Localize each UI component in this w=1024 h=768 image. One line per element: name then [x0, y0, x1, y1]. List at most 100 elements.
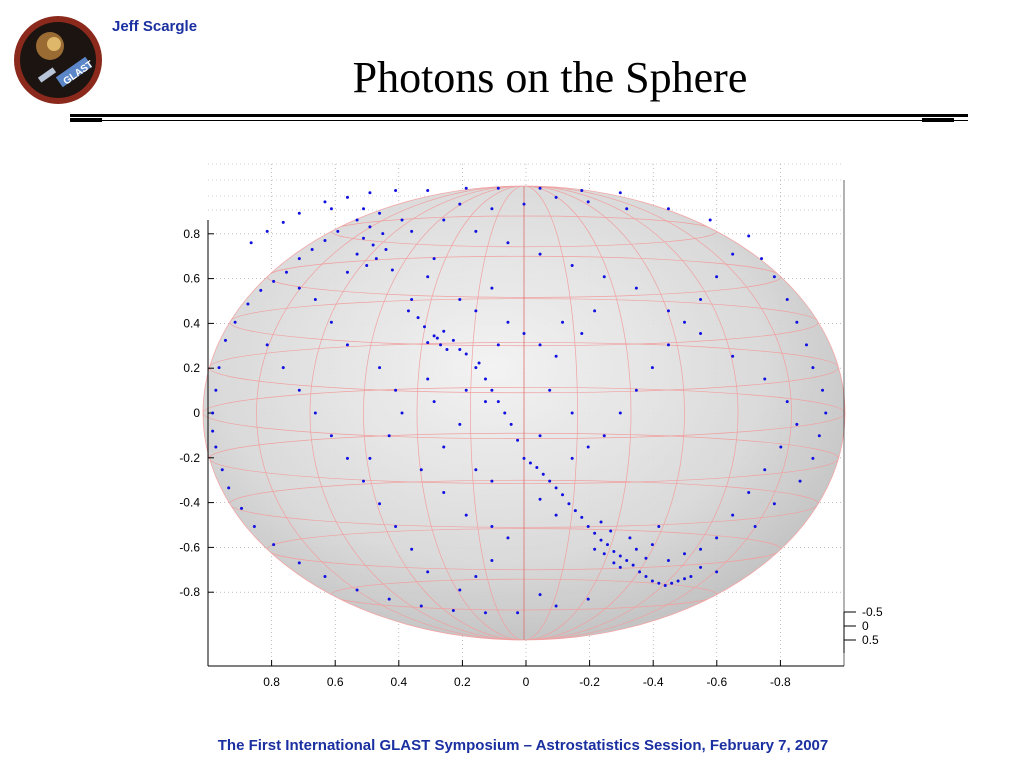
photon-point: [699, 332, 703, 336]
photon-point: [496, 186, 500, 190]
photon-point: [731, 252, 735, 256]
photon-point: [638, 570, 642, 574]
x-tick-label: -0.8: [770, 675, 791, 689]
photon-point: [795, 320, 799, 324]
photon-point: [329, 434, 333, 438]
x-tick-label: -0.4: [643, 675, 664, 689]
photon-point: [387, 434, 391, 438]
longitude-line: [470, 186, 578, 640]
x-tick-label: 0.8: [263, 675, 280, 689]
sphere-chart: 0.8 0.6 0.4 0.2 0 -0.2 -0.4 -0.6 -0.8 0.8 0.6 0.4 0.…: [179, 163, 883, 689]
photon-point: [490, 479, 494, 483]
photon-point: [763, 377, 767, 381]
photon-point: [410, 547, 414, 551]
y-tick-label: 0: [193, 406, 200, 420]
photon-point: [599, 520, 603, 524]
photon-point: [474, 468, 478, 472]
photon-point: [329, 320, 333, 324]
y-tick-label: -0.6: [179, 540, 200, 554]
photon-point: [605, 543, 609, 547]
photon-point: [323, 238, 327, 242]
photon-point: [490, 388, 494, 392]
photon-point: [214, 445, 218, 449]
photon-point: [272, 279, 276, 283]
photon-point: [628, 536, 632, 540]
photon-point: [699, 565, 703, 569]
photon-point: [490, 286, 494, 290]
photon-point: [516, 438, 520, 442]
longitude-line: [416, 186, 632, 640]
photon-point: [554, 195, 558, 199]
photon-point: [683, 577, 686, 581]
photon-point: [715, 536, 719, 540]
photon-point: [609, 529, 613, 533]
photon-point: [779, 445, 783, 449]
photon-point: [538, 497, 542, 501]
rule-cap-left: [70, 118, 102, 122]
y-tick-label: 0.6: [183, 272, 200, 286]
photon-point: [715, 275, 719, 279]
glast-logo: GLAST: [10, 14, 110, 106]
x-tick-label: -0.2: [579, 675, 600, 689]
photon-point: [474, 574, 478, 578]
photon-point: [419, 604, 423, 608]
photon-point: [432, 257, 436, 261]
photon-point: [631, 563, 635, 567]
photon-point: [464, 352, 468, 356]
photon-point: [650, 543, 654, 547]
longitude-line: [363, 186, 685, 640]
photon-point: [246, 302, 250, 306]
photon-point: [670, 581, 674, 585]
photon-point: [561, 320, 565, 324]
z-tick-label: 0: [862, 619, 869, 633]
photon-point: [477, 361, 481, 365]
photon-point: [400, 218, 404, 222]
photon-point: [570, 263, 574, 267]
photon-point: [451, 608, 455, 612]
x-tick-label: 0.4: [390, 675, 407, 689]
photon-point: [548, 479, 552, 483]
photon-point: [416, 316, 420, 320]
photon-point: [699, 547, 703, 551]
photon-point: [355, 252, 359, 256]
photon-point: [445, 347, 449, 351]
photon-point: [580, 332, 584, 336]
photon-point: [458, 347, 462, 351]
photon-point: [336, 229, 340, 233]
slide-title: Photons on the Sphere: [352, 53, 748, 102]
photon-point: [731, 354, 735, 358]
x-tick-label: 0.2: [454, 675, 471, 689]
photon-point: [804, 343, 808, 347]
photon-point: [602, 552, 606, 556]
photon-point: [387, 597, 391, 601]
photon-point: [381, 232, 385, 236]
z-tick-label: -0.5: [862, 605, 883, 619]
photon-point: [458, 422, 462, 426]
photon-point: [297, 286, 301, 290]
photon-point: [580, 189, 584, 193]
photon-point: [281, 220, 285, 224]
photon-point: [378, 211, 382, 215]
x-tick-label: 0: [523, 675, 530, 689]
photon-point: [731, 513, 735, 517]
sphere-plot: 0.8 0.6 0.4 0.2 0 -0.2 -0.4 -0.6 -0.8 0.8 0.6 0.4 0.…: [150, 150, 910, 715]
photon-point: [355, 588, 359, 592]
photon-point: [772, 275, 776, 279]
photon-point: [618, 411, 622, 415]
photon-point: [233, 320, 237, 324]
photon-point: [586, 445, 590, 449]
photon-point: [345, 343, 349, 347]
title-rule: [70, 114, 968, 117]
photon-point: [821, 388, 825, 392]
photon-point: [554, 486, 558, 490]
photon-point: [666, 343, 670, 347]
photon-point: [249, 241, 253, 245]
photon-point: [666, 207, 670, 211]
photon-point: [442, 218, 446, 222]
photon-point: [650, 579, 654, 583]
photon-point: [586, 200, 590, 204]
photon-point: [329, 207, 333, 211]
photon-point: [365, 263, 369, 267]
photon-point: [490, 207, 494, 211]
photon-point: [496, 400, 500, 404]
